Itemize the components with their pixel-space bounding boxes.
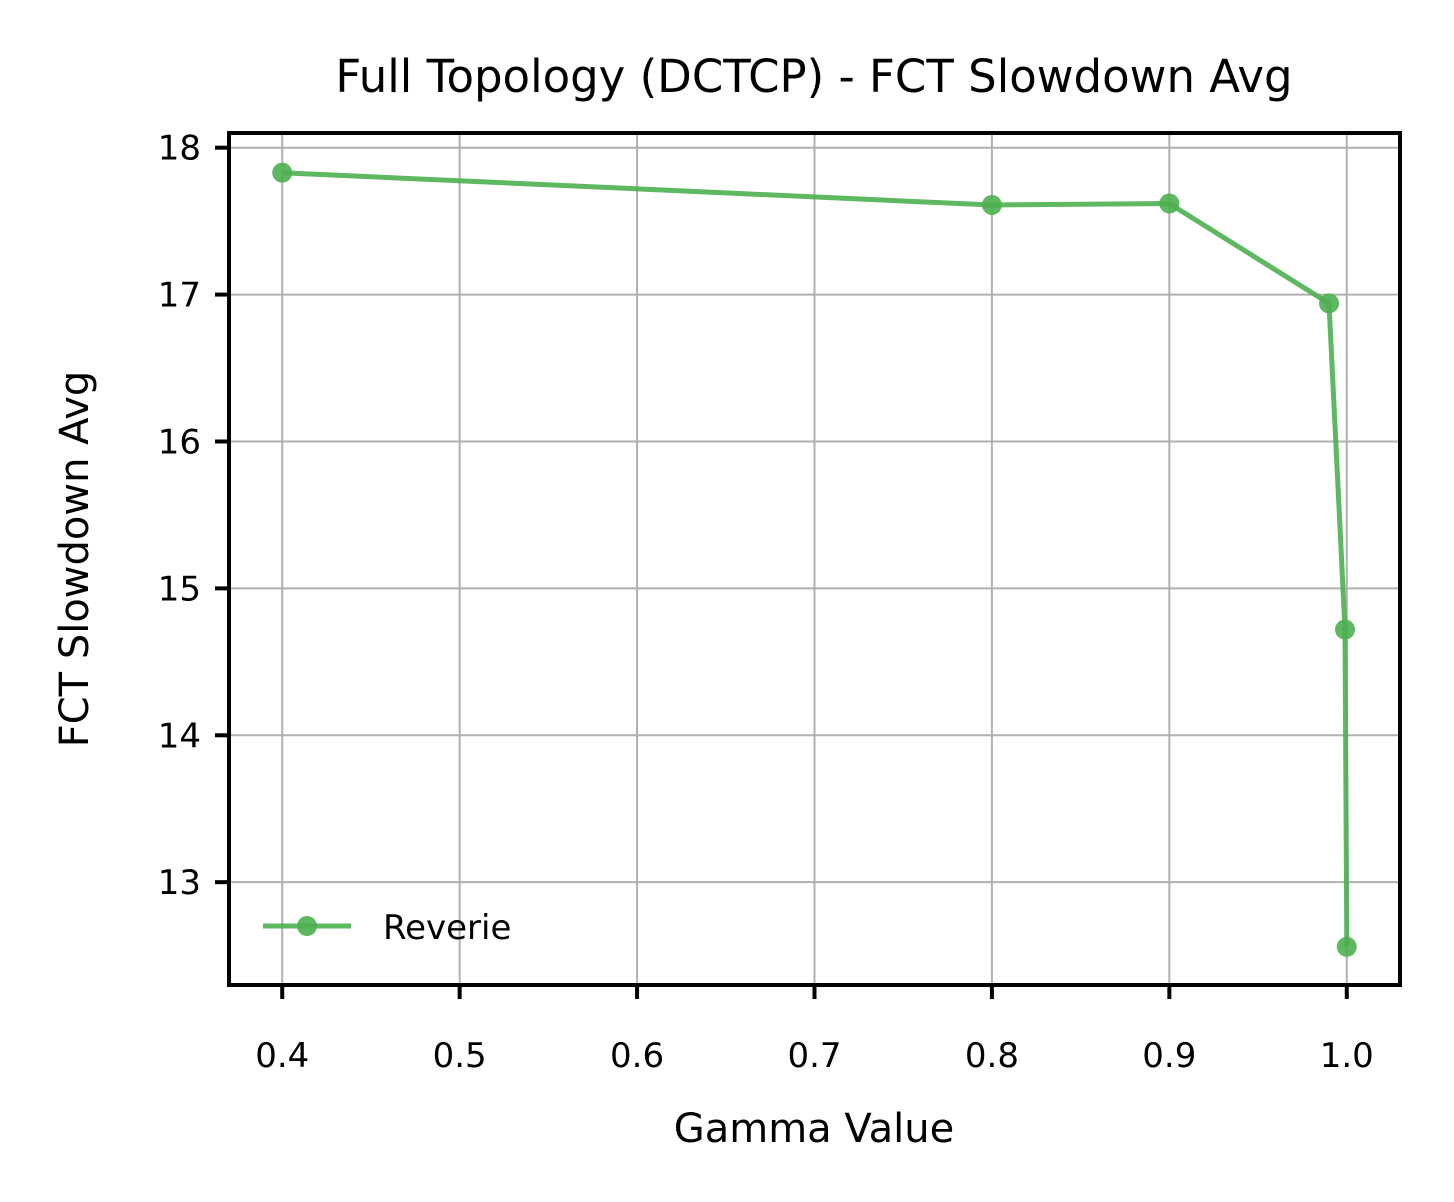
- x-tick-label: 1.0: [1320, 1036, 1374, 1076]
- x-tick-label: 0.8: [965, 1036, 1019, 1076]
- y-tick-label: 18: [158, 129, 201, 169]
- y-tick-label: 17: [158, 276, 201, 316]
- series-line: [282, 170, 1350, 947]
- x-tick-label: 0.9: [1142, 1036, 1196, 1076]
- y-tick-label: 15: [158, 569, 201, 609]
- y-tick-label: 14: [158, 716, 201, 756]
- legend-label: Reverie: [383, 908, 511, 948]
- axis-ticks: 0.4 0.5 0.6 0.7 0.8 0.9 1.0 13 14 15 16 17 18: [158, 129, 1374, 1076]
- data-point: [1334, 619, 1355, 640]
- data-point: [1336, 936, 1357, 957]
- data-point: [1319, 293, 1340, 314]
- grid: [229, 133, 1400, 985]
- x-tick-label: 0.4: [255, 1036, 309, 1076]
- y-tick-label: 16: [158, 422, 201, 462]
- data-point: [1159, 193, 1180, 214]
- y-axis-label: FCT Slowdown Avg: [52, 371, 98, 748]
- x-tick-label: 0.7: [787, 1036, 841, 1076]
- y-tick-label: 13: [158, 863, 201, 903]
- plot-series: [272, 162, 1357, 957]
- legend-marker-swatch: [297, 916, 317, 936]
- legend: Reverie: [263, 908, 511, 948]
- data-point: [272, 162, 293, 183]
- x-tick-label: 0.5: [433, 1036, 487, 1076]
- data-point: [981, 194, 1002, 215]
- x-axis-label: Gamma Value: [674, 1106, 955, 1152]
- x-tick-label: 0.6: [610, 1036, 664, 1076]
- chart-title: Full Topology (DCTCP) - FCT Slowdown Avg: [335, 50, 1292, 103]
